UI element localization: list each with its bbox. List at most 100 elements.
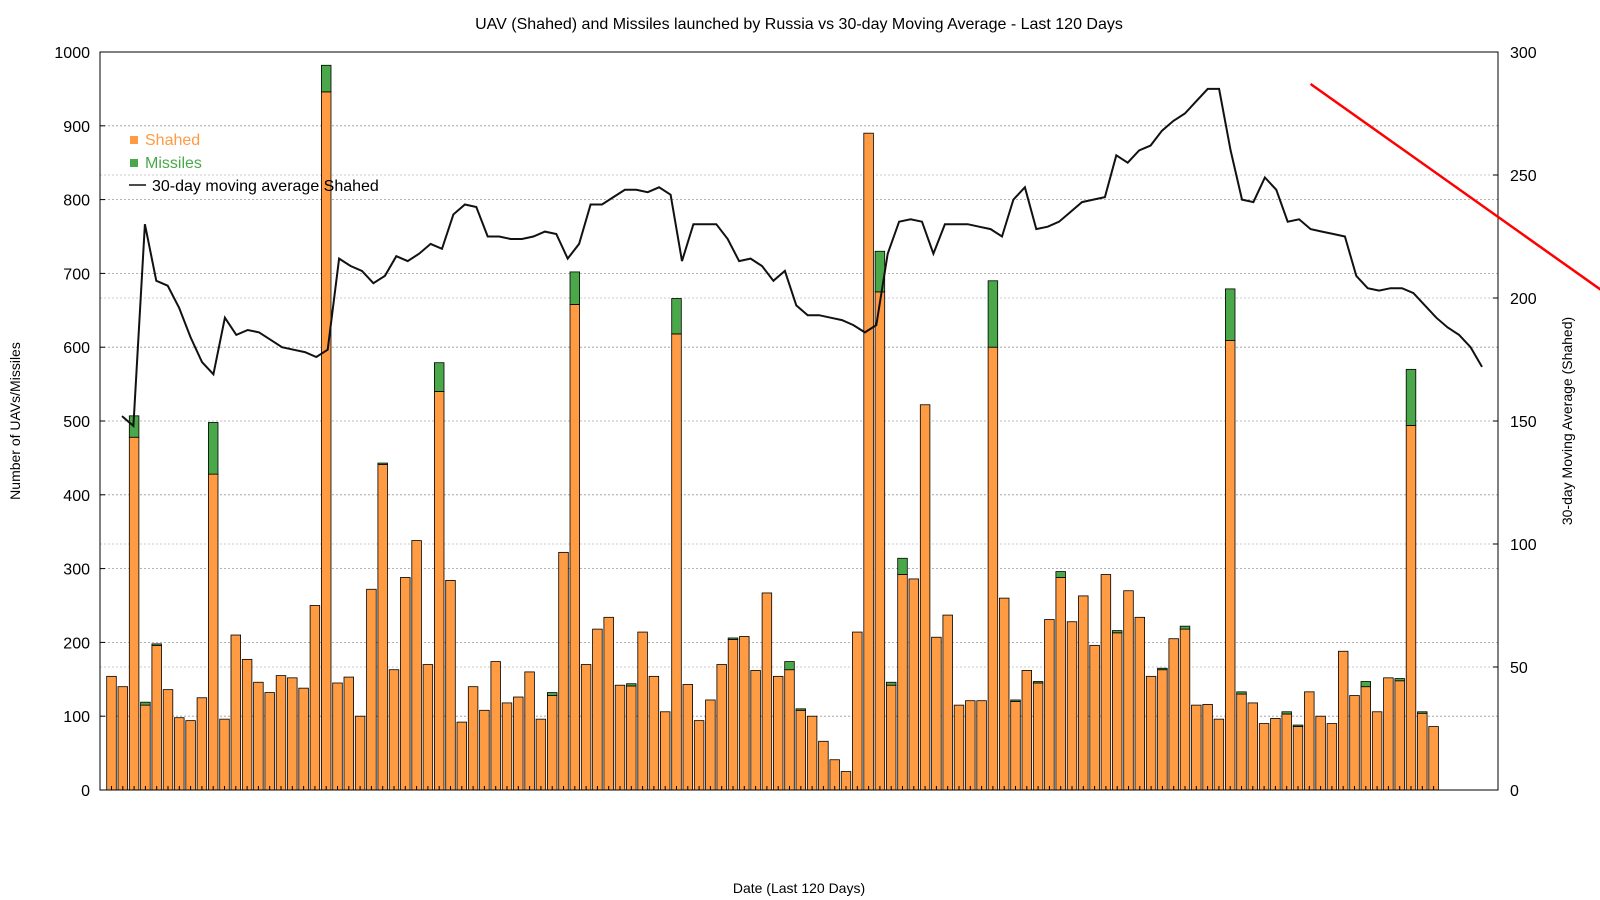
bar-missiles <box>1157 667 1168 671</box>
bar-shahed <box>1112 632 1123 791</box>
bar-shahed <box>400 577 411 791</box>
bar-shahed <box>1326 723 1338 791</box>
bar-shahed <box>1405 425 1417 791</box>
bar-shahed <box>1157 669 1168 791</box>
bar-shahed <box>919 404 931 791</box>
bar-shahed <box>275 675 287 791</box>
bar-shahed <box>727 639 739 791</box>
bar-shahed <box>309 605 321 791</box>
bar-shahed <box>1191 704 1202 791</box>
bar-missiles <box>140 701 151 706</box>
bar-shahed <box>1078 595 1089 791</box>
y-tick-label: 900 <box>63 119 90 136</box>
bar-shahed <box>1202 703 1213 791</box>
y2-tick-label: 150 <box>1510 414 1537 431</box>
bar-shahed <box>219 718 230 791</box>
bar-shahed <box>1383 677 1394 791</box>
bar-shahed <box>354 715 366 791</box>
bar-shahed <box>750 670 761 791</box>
bar-missiles <box>1405 368 1417 426</box>
bar-missiles <box>671 298 682 335</box>
bar-missiles <box>1112 630 1123 634</box>
bar-shahed <box>298 687 309 791</box>
y-tick-label: 600 <box>63 340 90 357</box>
bar-shahed <box>151 644 162 791</box>
bar-missiles <box>1032 681 1044 684</box>
bar-shahed <box>874 291 886 791</box>
bar-shahed <box>569 303 581 791</box>
bar-shahed <box>1010 701 1021 791</box>
bar-shahed <box>456 721 468 791</box>
bar-missiles <box>320 64 332 93</box>
y-tick-label: 100 <box>63 709 90 726</box>
bar-shahed <box>1428 726 1439 791</box>
bar-missiles <box>987 280 999 348</box>
x-axis-label: Date (Last 120 Days) <box>733 880 865 896</box>
bar-shahed <box>1247 702 1259 791</box>
bar-shahed <box>626 685 637 791</box>
bar-missiles <box>1055 571 1066 578</box>
bar-shahed <box>1236 693 1247 791</box>
bar-shahed <box>524 671 535 791</box>
bar-shahed <box>942 614 953 791</box>
bar-shahed <box>603 616 614 791</box>
bar-missiles <box>1010 699 1021 702</box>
bar-shahed <box>513 696 524 791</box>
bar-shahed <box>897 574 908 791</box>
bar-shahed <box>1225 340 1236 791</box>
bar-shahed <box>1270 718 1281 791</box>
bar-shahed <box>987 346 999 791</box>
bar-shahed <box>253 681 264 791</box>
bar-shahed <box>558 551 569 791</box>
bar-missiles <box>1417 711 1428 714</box>
y2-tick-label: 250 <box>1510 168 1537 185</box>
bar-missiles <box>784 661 795 671</box>
bar-shahed <box>693 720 705 791</box>
bar-shahed <box>1123 590 1134 791</box>
bar-shahed <box>287 677 298 791</box>
bar-shahed <box>388 669 400 791</box>
bar-shahed <box>795 709 807 791</box>
y2-axis-label: 30-day Moving Average (Shahed) <box>1559 317 1575 525</box>
bar-missiles <box>727 637 739 640</box>
y-tick-label: 800 <box>63 193 90 210</box>
bar-shahed <box>467 686 479 791</box>
bar-shahed <box>128 436 140 791</box>
bar-shahed <box>185 720 196 791</box>
bar-shahed <box>207 473 219 791</box>
bar-shahed <box>716 664 727 791</box>
bar-shahed <box>1360 686 1372 791</box>
bar-shahed <box>671 333 682 791</box>
legend-shahed-label: Shahed <box>145 132 200 149</box>
bar-missiles <box>1236 691 1247 695</box>
bar-shahed <box>784 669 795 791</box>
bar-missiles <box>207 422 219 475</box>
bar-missiles <box>1394 678 1405 682</box>
bar-shahed <box>1168 638 1179 791</box>
bar-shahed <box>547 695 558 791</box>
y-tick-label: 0 <box>81 783 90 800</box>
bar-shahed <box>580 664 592 791</box>
chart-title: UAV (Shahed) and Missiles launched by Ru… <box>475 16 1123 33</box>
bar-shahed <box>377 464 388 791</box>
bar-missiles <box>1225 288 1236 341</box>
bar-shahed <box>366 588 377 791</box>
bar-shahed <box>1371 711 1383 791</box>
bar-shahed <box>433 391 445 791</box>
bar-shahed <box>953 704 965 791</box>
bar-missiles <box>897 557 908 575</box>
bar-shahed <box>863 132 874 791</box>
bar-shahed <box>637 631 648 791</box>
bar-shahed <box>648 675 660 791</box>
y-tick-label: 700 <box>63 266 90 283</box>
bar-shahed <box>1044 619 1055 791</box>
bar-missiles <box>886 681 897 686</box>
bar-shahed <box>535 718 547 791</box>
bar-missiles <box>1360 681 1372 688</box>
y-tick-label: 500 <box>63 414 90 431</box>
trend-arrow <box>1309 82 1600 291</box>
bar-shahed <box>1338 650 1349 791</box>
bar-shahed <box>739 636 750 791</box>
bar-shahed <box>501 702 513 791</box>
